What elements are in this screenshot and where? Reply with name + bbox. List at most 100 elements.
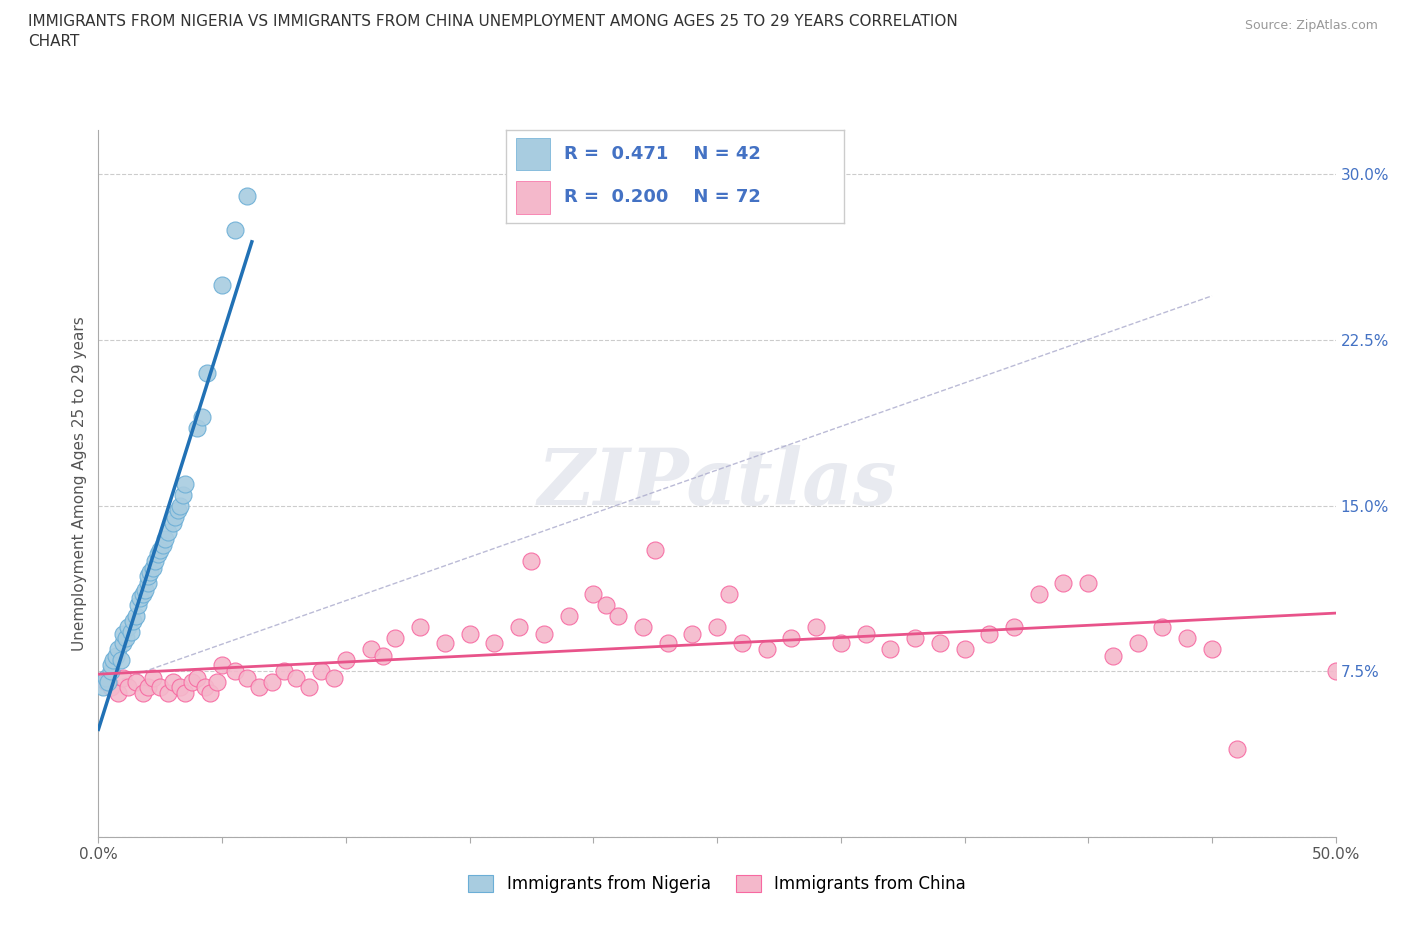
Point xyxy=(132,686,155,701)
Point xyxy=(114,631,136,645)
Point xyxy=(112,671,135,685)
Point xyxy=(124,609,146,624)
Point xyxy=(110,653,132,668)
Point xyxy=(122,613,145,628)
Point xyxy=(136,569,159,584)
Point xyxy=(718,587,741,602)
Text: CHART: CHART xyxy=(28,34,80,49)
Legend: Immigrants from Nigeria, Immigrants from China: Immigrants from Nigeria, Immigrants from… xyxy=(461,868,973,899)
Point xyxy=(211,277,233,292)
Point xyxy=(194,679,217,694)
Point xyxy=(169,498,191,513)
Point xyxy=(236,189,259,204)
Point xyxy=(631,619,654,634)
Point xyxy=(1052,576,1074,591)
Point xyxy=(195,365,218,380)
Point xyxy=(298,679,321,694)
Point xyxy=(139,565,162,579)
Point xyxy=(162,675,184,690)
Point xyxy=(112,627,135,642)
Point xyxy=(136,576,159,591)
Point xyxy=(100,679,122,694)
Text: Source: ZipAtlas.com: Source: ZipAtlas.com xyxy=(1244,19,1378,32)
Point xyxy=(103,653,125,668)
Point xyxy=(224,664,246,679)
Point xyxy=(780,631,803,645)
Point xyxy=(156,686,179,701)
Point xyxy=(1175,631,1198,645)
Point xyxy=(211,658,233,672)
Point xyxy=(117,679,139,694)
Point xyxy=(174,476,197,491)
Point xyxy=(755,642,778,657)
Point xyxy=(107,686,129,701)
Point xyxy=(979,627,1001,642)
Point xyxy=(149,542,172,557)
Point xyxy=(285,671,308,685)
Text: R =  0.200    N = 72: R = 0.200 N = 72 xyxy=(564,188,761,206)
Point xyxy=(112,635,135,650)
Point xyxy=(104,648,127,663)
Point xyxy=(644,542,666,557)
Point xyxy=(557,609,579,624)
Point xyxy=(146,547,169,562)
Point xyxy=(409,619,432,634)
Point xyxy=(1324,664,1347,679)
Point xyxy=(260,675,283,690)
Point xyxy=(165,510,187,525)
Y-axis label: Unemployment Among Ages 25 to 29 years: Unemployment Among Ages 25 to 29 years xyxy=(72,316,87,651)
Point xyxy=(1077,576,1099,591)
Point xyxy=(186,671,208,685)
Point xyxy=(142,560,165,575)
Point xyxy=(1152,619,1174,634)
Point xyxy=(273,664,295,679)
Point xyxy=(582,587,605,602)
Point xyxy=(879,642,901,657)
Bar xyxy=(516,138,550,170)
Point xyxy=(136,679,159,694)
Point xyxy=(804,619,827,634)
Point xyxy=(124,675,146,690)
Point xyxy=(533,627,555,642)
Point xyxy=(953,642,976,657)
Point xyxy=(1028,587,1050,602)
Point xyxy=(155,531,177,546)
Point xyxy=(132,587,155,602)
Point xyxy=(134,582,156,597)
Point xyxy=(1126,635,1149,650)
Point xyxy=(156,525,179,539)
Point xyxy=(94,675,117,690)
Text: ZIPatlas: ZIPatlas xyxy=(537,445,897,522)
Point xyxy=(152,538,174,552)
Point xyxy=(162,516,184,531)
Point xyxy=(458,627,481,642)
Point xyxy=(607,609,630,624)
Point xyxy=(360,642,382,657)
Point xyxy=(928,635,950,650)
Point xyxy=(595,598,617,613)
Point xyxy=(198,686,221,701)
Point xyxy=(107,642,129,657)
Point xyxy=(224,222,246,237)
Point xyxy=(97,675,120,690)
Point xyxy=(681,627,703,642)
Point xyxy=(120,624,142,639)
Point xyxy=(1226,741,1249,756)
Point xyxy=(433,635,456,650)
Point xyxy=(181,675,204,690)
Point xyxy=(143,553,166,568)
Point xyxy=(93,679,115,694)
Point xyxy=(149,679,172,694)
Point xyxy=(830,635,852,650)
Point xyxy=(309,664,332,679)
Point xyxy=(166,503,188,518)
Point xyxy=(520,553,543,568)
Point xyxy=(172,487,194,502)
Point xyxy=(247,679,270,694)
Point xyxy=(100,664,122,679)
Point xyxy=(205,675,228,690)
Point xyxy=(384,631,406,645)
Point xyxy=(484,635,506,650)
Point xyxy=(706,619,728,634)
Point xyxy=(169,679,191,694)
